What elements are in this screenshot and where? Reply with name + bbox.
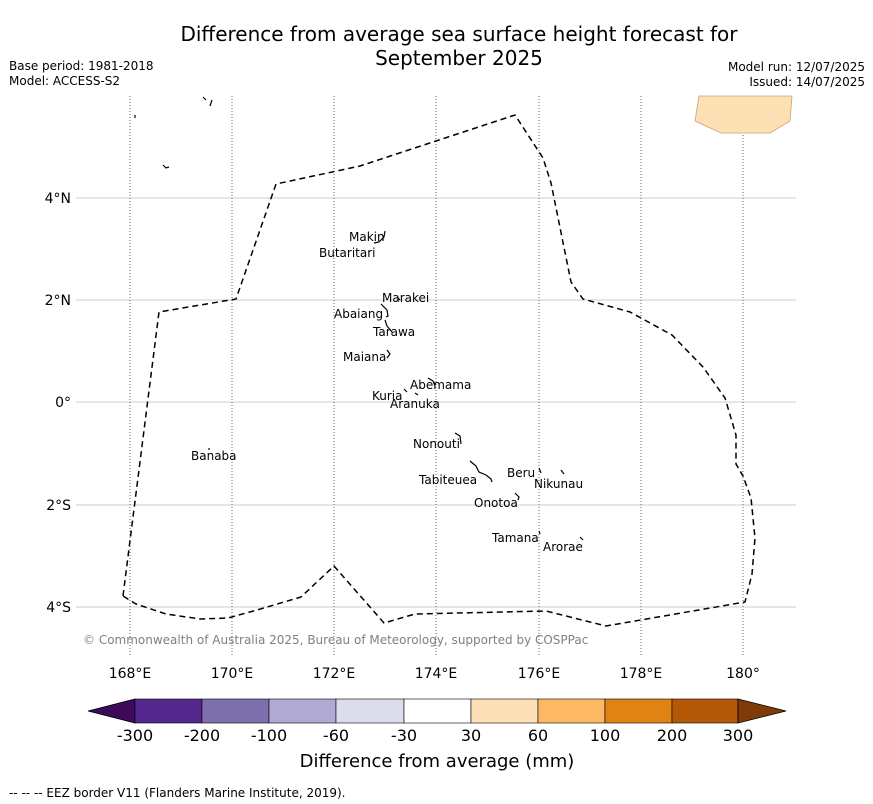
cb-tick-6: 60	[528, 726, 548, 745]
label-butaritari: Butaritari	[319, 246, 376, 260]
lat-tick-4s: 4°S	[46, 600, 71, 616]
label-banaba: Banaba	[191, 449, 237, 463]
colorbar-segment-7	[537, 698, 606, 724]
label-makin: Makin	[349, 230, 385, 244]
label-tabiteuea: Tabiteuea	[418, 473, 477, 487]
cb-tick-9: 300	[723, 726, 754, 745]
colorbar-extend-low	[87, 698, 136, 724]
metadata-right: Model run: 12/07/2025 Issued: 14/07/2025	[728, 60, 865, 90]
label-beru: Beru	[507, 466, 535, 480]
colorbar-tick-labels: -300 -200 -100 -60 -30 30 60 100 200 300	[117, 726, 753, 745]
label-onotoa: Onotoa	[474, 496, 518, 510]
colorbar-segment-6	[470, 698, 539, 724]
lon-tick-176: 176°E	[518, 666, 561, 682]
label-nikunau: Nikunau	[534, 477, 583, 491]
label-abaiang: Abaiang	[334, 307, 383, 321]
title-line-2: September 2025	[375, 46, 543, 70]
cb-tick-0: -300	[117, 726, 153, 745]
lat-tick-0: 0°	[55, 395, 71, 411]
lon-tick-174: 174°E	[415, 666, 458, 682]
cb-tick-7: 100	[590, 726, 621, 745]
copyright-text: © Commonwealth of Australia 2025, Bureau…	[83, 633, 588, 647]
colorbar-segment-9	[671, 698, 739, 724]
colorbar-segment-3	[268, 698, 337, 724]
base-period-text: Base period: 1981-2018	[9, 59, 154, 73]
cb-tick-2: -100	[251, 726, 287, 745]
lat-tick-labels: 4°N 2°N 0° 2°S 4°S	[45, 191, 72, 616]
forecast-patch	[694, 95, 793, 134]
lat-tick-2n: 2°N	[45, 293, 71, 309]
label-maiana: Maiana	[343, 350, 386, 364]
lon-tick-172: 172°E	[313, 666, 356, 682]
colorbar	[87, 698, 787, 724]
lat-tick-2s: 2°S	[46, 498, 71, 514]
colorbar-segment-1	[134, 698, 203, 724]
label-arorae: Arorae	[543, 540, 583, 554]
colorbar-segment-4	[335, 698, 405, 724]
cb-tick-1: -200	[184, 726, 220, 745]
label-abemama: Abemama	[410, 378, 471, 392]
issued-text: Issued: 14/07/2025	[749, 75, 865, 89]
label-aranuka: Aranuka	[390, 397, 440, 411]
model-run-text: Model run: 12/07/2025	[727, 60, 865, 74]
model-text: Model: ACCESS-S2	[9, 74, 121, 88]
island-shapes	[134, 96, 584, 541]
colorbar-segment-5	[403, 698, 472, 724]
label-tarawa: Tarawa	[372, 325, 415, 339]
longitude-gridlines	[129, 96, 744, 655]
label-nonouti: Nonouti	[413, 437, 460, 451]
colorbar-label: Difference from average (mm)	[300, 751, 575, 772]
label-tamana: Tamana	[491, 531, 539, 545]
lon-tick-labels: 168°E 170°E 172°E 174°E 176°E 178°E 180°	[109, 666, 760, 682]
lon-tick-180: 180°	[726, 666, 760, 682]
metadata-left: Base period: 1981-2018 Model: ACCESS-S2	[9, 59, 154, 89]
lon-tick-170: 170°E	[211, 666, 254, 682]
cb-tick-5: 30	[461, 726, 481, 745]
lon-tick-168: 168°E	[109, 666, 152, 682]
cb-tick-3: -60	[323, 726, 349, 745]
island-labels: Makin Butaritari Marakei Abaiang Tarawa …	[191, 230, 583, 554]
lat-tick-4n: 4°N	[45, 191, 71, 207]
colorbar-segment-2	[201, 698, 270, 724]
lon-tick-178: 178°E	[620, 666, 663, 682]
cb-tick-4: -30	[391, 726, 417, 745]
cb-tick-8: 200	[657, 726, 688, 745]
colorbar-segment-8	[604, 698, 673, 724]
eez-border	[122, 114, 756, 627]
colorbar-extend-high	[737, 698, 787, 724]
chart-title: Difference from average sea surface heig…	[0, 22, 873, 70]
title-line-1: Difference from average sea surface heig…	[180, 22, 738, 46]
label-kuria: Kuria	[372, 389, 403, 403]
label-marakei: Marakei	[382, 291, 429, 305]
eez-footnote: -- -- -- EEZ border V11 (Flanders Marine…	[9, 786, 346, 800]
